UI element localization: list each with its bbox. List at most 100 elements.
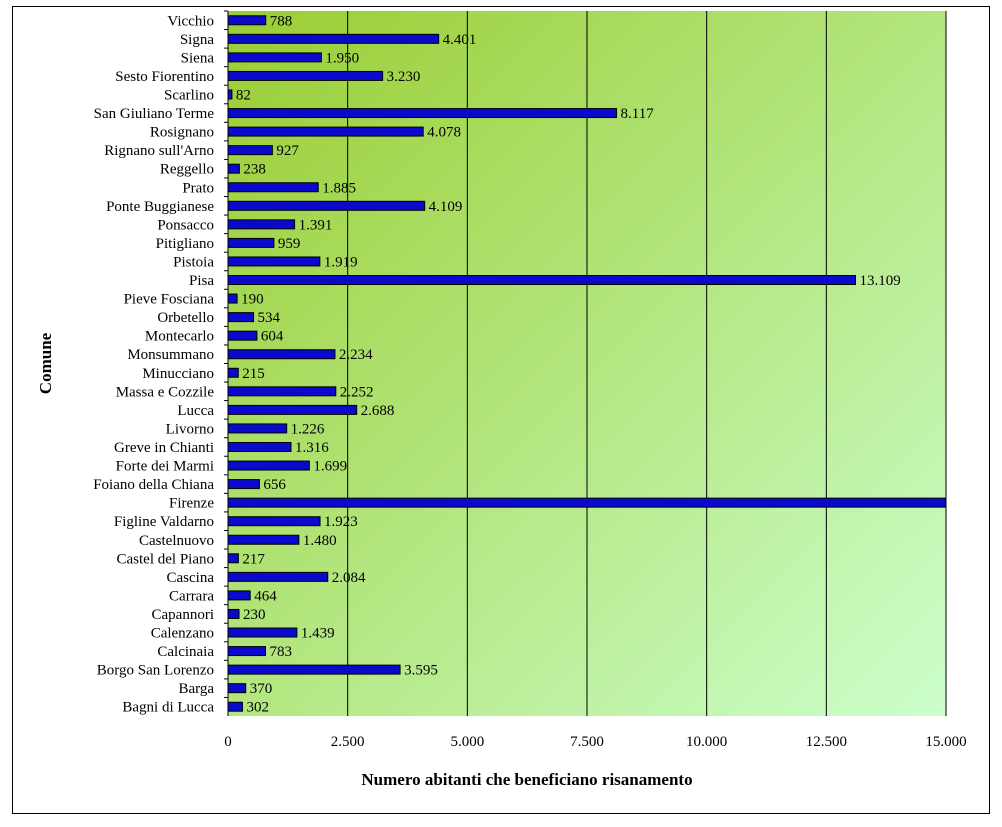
category-label: Livorno	[166, 421, 214, 437]
x-tick-labels: 0 2.500 5.000 7.500 10.000 12.500 15.000	[224, 734, 966, 750]
category-label: Ponsacco	[157, 217, 214, 233]
value-label: 1.316	[295, 440, 329, 456]
category-label: San Giuliano Terme	[94, 106, 215, 122]
x-tick-label: 2.500	[331, 734, 365, 750]
category-label: Rosignano	[150, 125, 214, 141]
value-label: 4.078	[427, 125, 461, 141]
bar	[227, 52, 322, 63]
bar	[227, 479, 260, 490]
value-label: 1.885	[322, 180, 356, 196]
category-label: Figline Valdarno	[114, 514, 214, 530]
bar	[227, 256, 321, 267]
gridlines	[347, 11, 947, 716]
bar	[227, 367, 239, 378]
value-label: 82	[236, 87, 251, 103]
category-label: Firenze	[169, 496, 214, 512]
bar	[227, 701, 243, 712]
value-label: 604	[261, 329, 284, 345]
bar	[227, 312, 255, 323]
category-label: Sesto Fiorentino	[115, 69, 214, 85]
x-axis-title: Numero abitanti che beneficiano risaname…	[361, 770, 692, 789]
value-label: 927	[276, 143, 299, 159]
value-labels: 788 4.401 1.950 3.230 82 8.117 4.078 927 238 1.88…	[236, 13, 901, 715]
bar	[227, 89, 233, 100]
value-label: 1.919	[324, 254, 358, 270]
bar	[227, 646, 266, 657]
category-label: Ponte Buggianese	[106, 199, 214, 215]
category-label: Pisa	[189, 273, 214, 289]
category-label: Pistoia	[173, 254, 214, 270]
category-label: Prato	[182, 180, 214, 196]
value-label: 4.401	[443, 32, 477, 48]
x-tick-label: 0	[224, 734, 232, 750]
x-tick-label: 5.000	[450, 734, 484, 750]
bar	[227, 497, 947, 508]
bar	[227, 516, 321, 527]
bar	[227, 423, 288, 434]
category-label: Reggello	[160, 162, 214, 178]
value-label: 8.117	[621, 106, 655, 122]
bar	[227, 145, 273, 156]
category-label: Pitigliano	[156, 236, 214, 252]
category-label: Foiano della Chiana	[93, 477, 214, 493]
value-label: 788	[270, 13, 293, 29]
category-label: Carrara	[169, 588, 214, 604]
bar	[227, 33, 440, 44]
value-label: 1.699	[313, 459, 347, 475]
category-label: Bagni di Lucca	[122, 700, 214, 716]
bar	[227, 627, 298, 638]
category-label: Minucciano	[142, 366, 214, 382]
bar	[227, 386, 337, 397]
bar	[227, 683, 247, 694]
bar	[227, 293, 238, 304]
category-labels: Vicchio Signa Siena Sesto Fiorentino Scarlin…	[93, 13, 214, 715]
bar	[227, 349, 336, 360]
category-label: Vicchio	[167, 13, 214, 29]
bar	[227, 182, 319, 193]
category-label: Capannori	[152, 607, 214, 623]
bar	[227, 108, 618, 119]
value-label: 1.439	[301, 626, 335, 642]
bar	[227, 200, 426, 211]
bar	[227, 15, 267, 26]
value-label: 1.950	[325, 50, 359, 66]
bar	[227, 534, 300, 545]
value-label: 534	[258, 310, 281, 326]
category-label: Castelnuovo	[139, 533, 214, 549]
value-label: 3.230	[387, 69, 421, 85]
value-label: 783	[269, 644, 292, 660]
bar	[227, 664, 401, 675]
category-label: Rignano sull'Arno	[104, 143, 214, 159]
category-label: Greve in Chianti	[114, 440, 214, 456]
value-label: 464	[254, 588, 277, 604]
value-label: 656	[263, 477, 286, 493]
category-label: Borgo San Lorenzo	[97, 663, 214, 679]
bar	[227, 237, 275, 248]
value-label: 2.688	[361, 403, 395, 419]
category-label: Forte dei Marmi	[116, 459, 214, 475]
value-label: 3.595	[404, 663, 438, 679]
category-label: Siena	[181, 50, 215, 66]
bar	[227, 553, 239, 564]
category-label: Orbetello	[157, 310, 214, 326]
bar	[227, 219, 296, 230]
value-label: 2.234	[339, 347, 373, 363]
value-label: 4.109	[429, 199, 463, 215]
value-label: 1.226	[291, 421, 325, 437]
value-label: 238	[243, 162, 266, 178]
category-label: Massa e Cozzile	[116, 384, 215, 400]
category-label: Scarlino	[164, 87, 214, 103]
bar	[227, 608, 240, 619]
category-label: Monsummano	[127, 347, 214, 363]
category-label: Pieve Fosciana	[124, 292, 215, 308]
value-label: 370	[250, 681, 273, 697]
x-tick-label: 10.000	[686, 734, 727, 750]
bar	[227, 70, 384, 81]
bar	[227, 441, 292, 452]
value-label: 230	[243, 607, 266, 623]
value-label: 1.480	[303, 533, 337, 549]
category-label: Castel del Piano	[117, 551, 215, 567]
bar	[227, 571, 329, 582]
y-axis-title: Comune	[36, 332, 55, 394]
value-label: 215	[242, 366, 264, 382]
